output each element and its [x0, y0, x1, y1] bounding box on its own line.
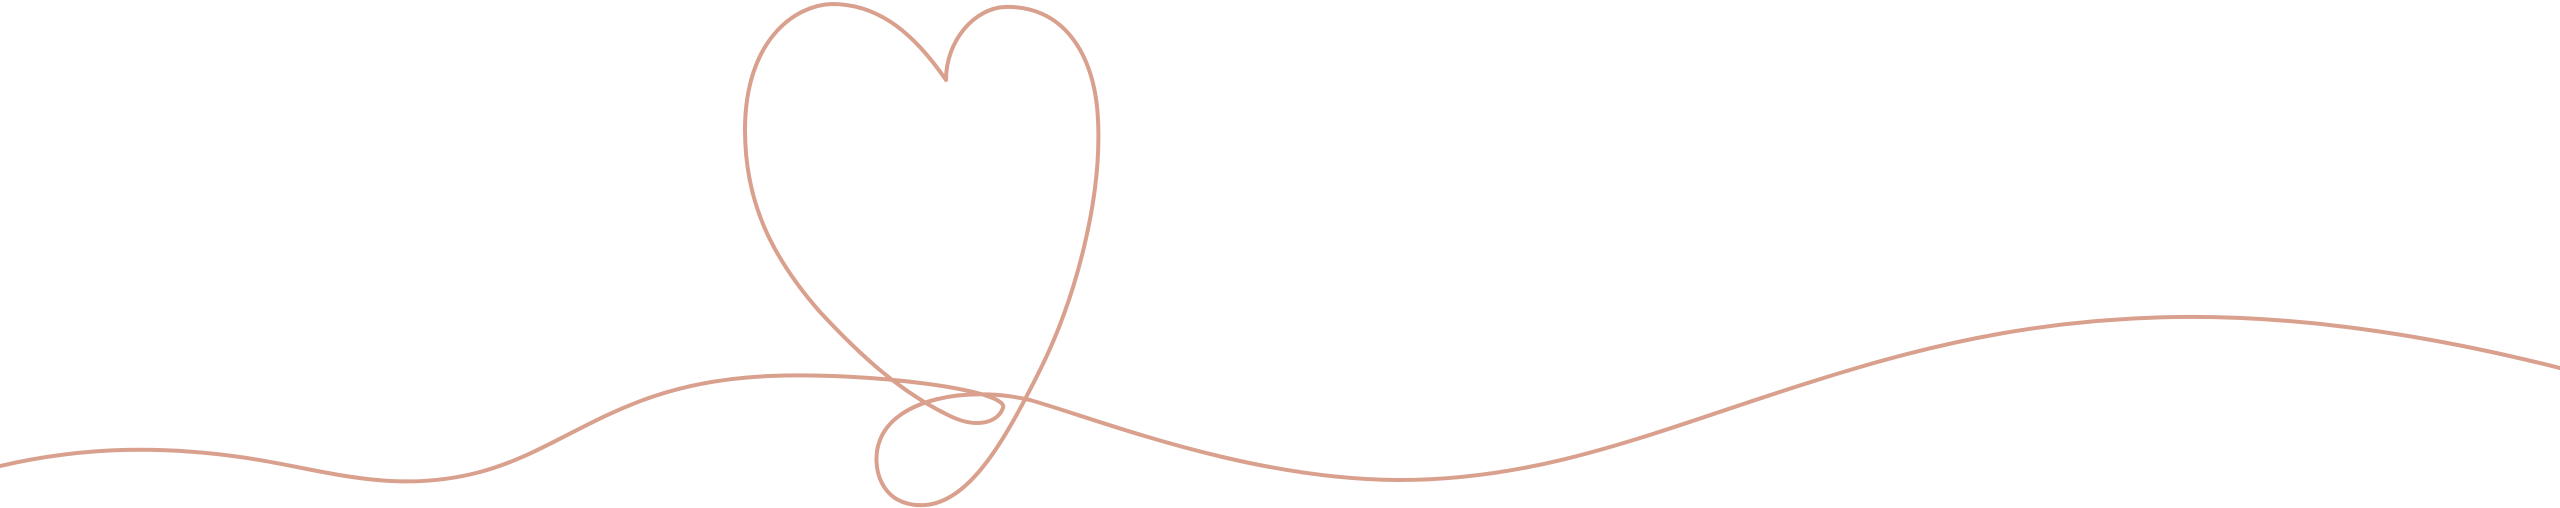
heart-line	[0, 2, 2560, 508]
heart-line-illustration	[0, 2, 2560, 508]
page: (() => { const data = JSON.parse(documen…	[0, 0, 2560, 508]
